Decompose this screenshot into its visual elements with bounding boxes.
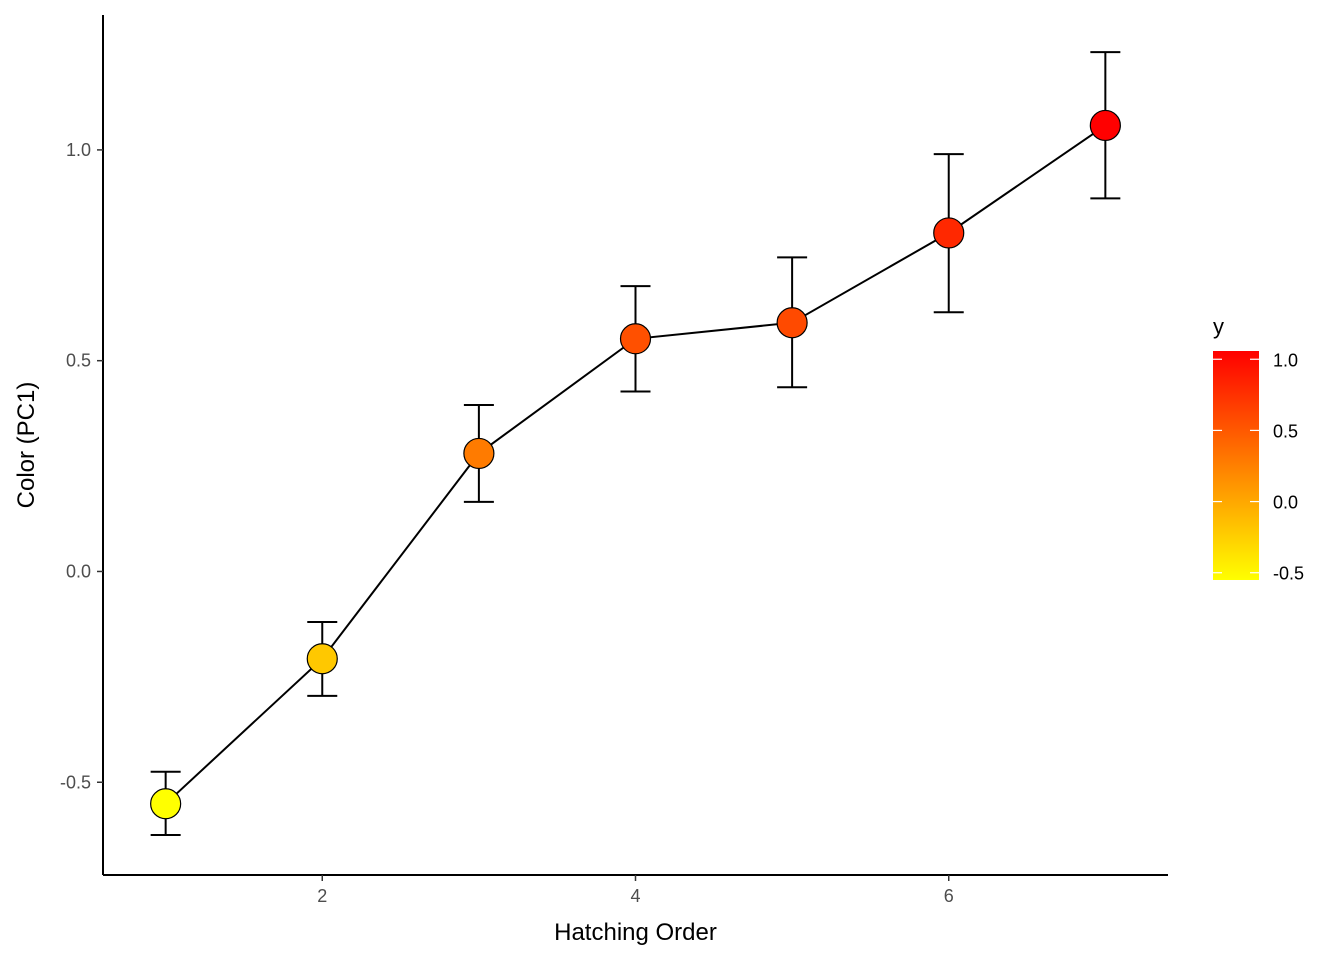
data-point [463,437,495,470]
data-points [150,109,1121,820]
y-tick-label: 0.0 [66,561,91,581]
legend-title: y [1213,314,1224,339]
y-tick-label: -0.5 [60,772,91,792]
y-axis-title: Color (PC1) [13,382,40,509]
error-bars [150,51,1121,836]
data-point [1089,109,1121,142]
color-legend: y -0.5 0.0 0.5 1.0 [1213,314,1304,584]
legend-tick-label: 0.5 [1273,421,1298,441]
y-axis-ticks: -0.5 0.0 0.5 1.0 [60,140,103,792]
data-point [306,643,338,675]
legend-tick-label: -0.5 [1273,564,1304,584]
x-axis-ticks: 2 4 6 [317,875,954,906]
x-tick-label: 2 [317,886,327,906]
x-axis-title: Hatching Order [554,919,717,946]
legend-ticks: -0.5 0.0 0.5 1.0 [1213,350,1304,584]
data-point [776,307,808,339]
data-point [619,323,652,355]
data-point [150,788,182,820]
axes [102,15,1168,876]
x-tick-label: 4 [630,886,640,906]
legend-tick-label: 0.0 [1273,493,1298,513]
y-tick-label: 0.5 [66,351,91,371]
series-line [164,124,1106,805]
y-tick-label: 1.0 [66,140,91,160]
legend-tick-label: 1.0 [1273,350,1298,370]
legend-colorbar [1213,351,1259,580]
series-line-group [164,124,1106,805]
data-point [933,217,965,249]
x-tick-label: 6 [944,886,954,906]
